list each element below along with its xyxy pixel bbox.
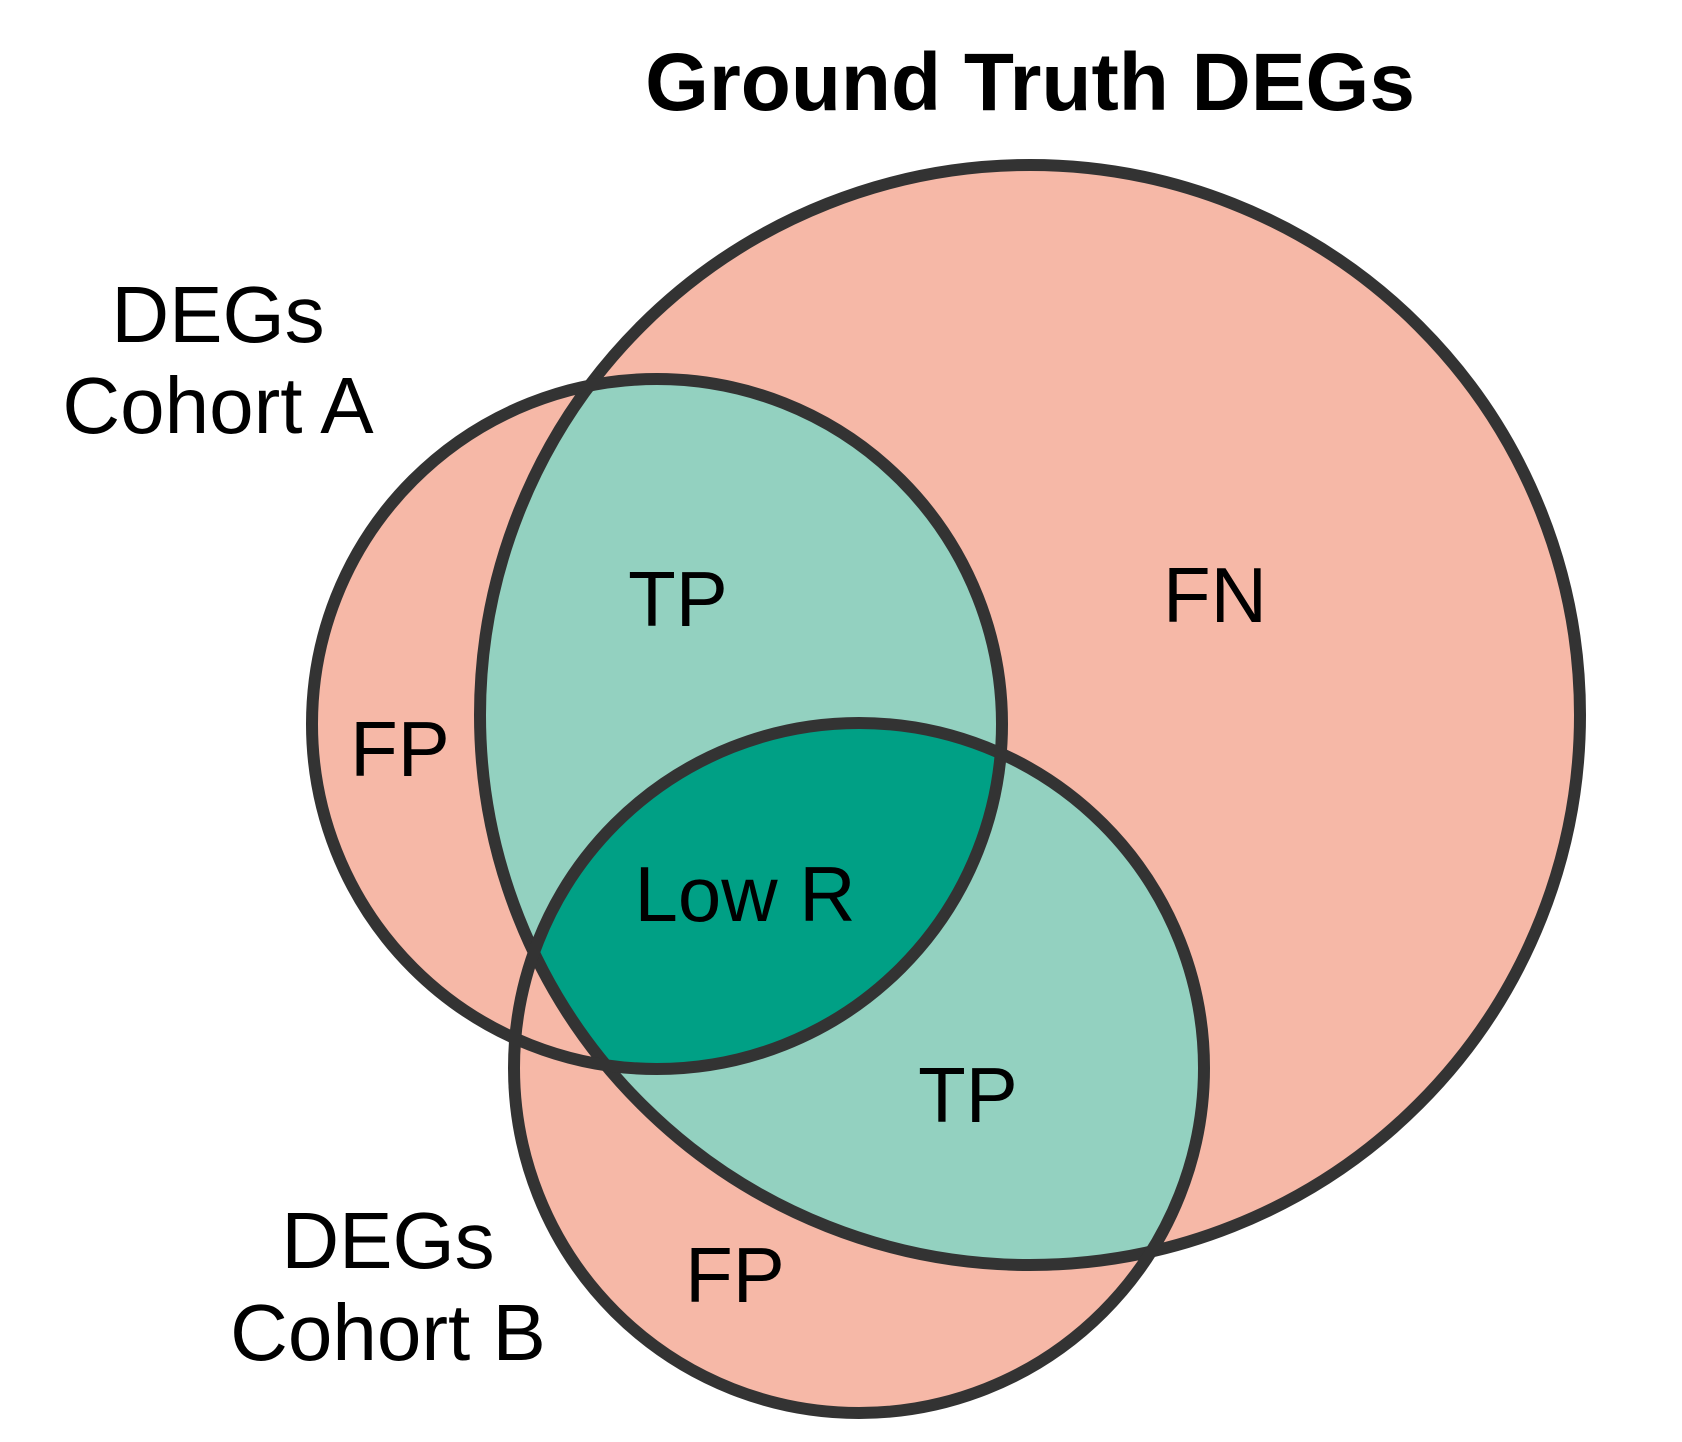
diagram-title: Ground Truth DEGs: [645, 37, 1415, 128]
region-label-fn: FN: [1163, 551, 1267, 639]
region-label-fp-b: FP: [685, 1231, 785, 1319]
region-label-tp-a: TP: [628, 555, 728, 643]
region-label-tp-b: TP: [918, 1051, 1018, 1139]
ground-truth-circle-outline: [474, 159, 1586, 1271]
region-label-fp-a: FP: [350, 705, 450, 793]
region-label-low-r: Low R: [634, 850, 855, 938]
cohort-a-label-line2: Cohort A: [62, 361, 374, 450]
cohort-a-label-line1: DEGs: [111, 270, 324, 359]
cohort-b-circle-outline: [508, 717, 1210, 1419]
cohort-a-circle-outline: [306, 373, 1008, 1075]
cohort-b-label-line2: Cohort B: [230, 1288, 546, 1377]
cohort-b-label-line1: DEGs: [281, 1196, 494, 1285]
